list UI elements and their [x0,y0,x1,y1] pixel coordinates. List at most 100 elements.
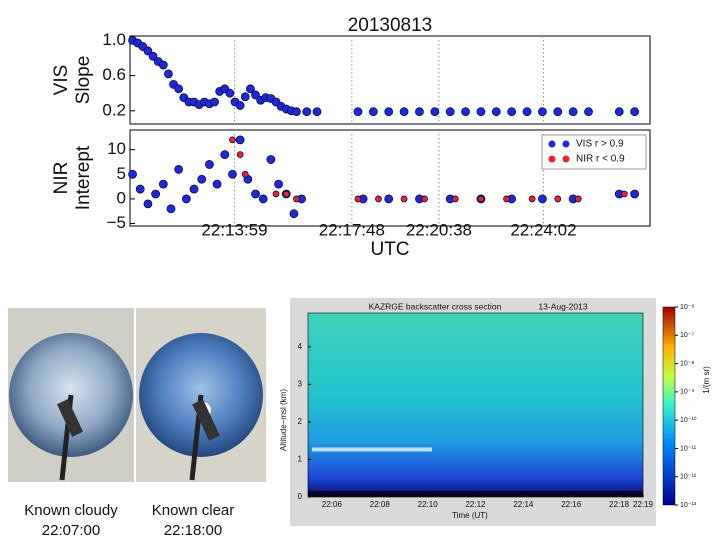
point [289,209,299,219]
point [228,169,237,179]
point [212,179,222,189]
x-tick-label: 22:19 [633,500,654,509]
point [353,107,363,117]
colorbar-tick-label: 10⁻¹¹ [680,445,697,452]
point [274,179,283,189]
point [205,160,214,169]
x-tick-label: 22:17:48 [319,220,385,239]
y-tick-label: 10 [107,139,126,158]
point [235,101,245,110]
y-tick-label: 0 [298,492,303,501]
x-tick-label: 22:12 [465,500,486,509]
x-tick-label: 22:16 [561,500,582,509]
point [630,107,640,117]
x-tick-label: 22:06 [322,500,343,509]
x-tick-label: 22:18 [609,500,630,509]
y-axis-label: NIR [51,162,72,195]
point [266,155,276,164]
photo-time: 22:18:00 [164,522,222,539]
point [538,194,547,204]
heatmap [308,313,643,497]
point [292,107,301,117]
point [451,195,459,203]
point [235,135,245,145]
x-tick-label: 22:14 [513,500,534,509]
point [399,107,409,117]
point [375,195,382,203]
chart-title: 20130813 [348,15,433,36]
x-tick-label: 22:10 [418,500,439,509]
point [384,194,394,204]
colorbar-tick-label: 10⁻¹² [680,474,697,481]
point [400,195,408,203]
legend-label: VIS r > 0.9 [576,139,624,150]
legend-swatch [562,155,570,163]
point [538,107,547,117]
colorbar-tick-label: 10⁻⁸ [680,360,694,367]
point [614,107,624,117]
point [245,84,255,94]
point [128,169,137,179]
point [368,107,378,117]
point [143,46,153,56]
y-tick-label: 3 [298,379,303,388]
point [210,97,219,107]
legend-label: NIR r < 0.9 [576,154,625,165]
point [554,195,562,203]
legend-swatch [562,140,570,148]
chart-date: 13-Aug-2013 [538,301,587,311]
point [225,88,235,98]
point [528,195,536,203]
photo-clear [136,308,266,482]
point [430,107,440,117]
point [166,204,176,214]
colorbar-tick-label: 10⁻¹³ [680,502,697,509]
colorbar-label: 1/(m sr) [702,366,711,394]
point [354,195,362,203]
point [181,194,191,204]
point [174,164,184,174]
y-tick-label: 2 [298,417,303,426]
photo-caption: Known cloudy [24,502,118,519]
point [476,107,486,117]
x-tick-label: 22:13:59 [201,220,267,239]
x-tick-label: 22:24:02 [510,220,576,239]
point [620,190,628,198]
point [229,136,236,144]
y-tick-label: 5 [117,164,126,183]
x-tick-label: 22:20:38 [406,220,472,239]
legend-swatch [548,155,556,163]
x-tick-label: 22:08 [370,500,391,509]
y-axis-label: Interept [73,145,94,210]
plot-frame [129,129,651,227]
point [477,195,485,203]
point [135,184,145,194]
y-axis-label: Slope [73,56,94,105]
point [240,92,250,102]
point [522,107,532,117]
y-axis-label: VIS [51,65,72,96]
x-axis-label: UTC [370,239,409,260]
colorbar-tick-label: 10⁻⁶ [680,304,694,311]
y-tick-label: 0 [117,188,126,207]
point [189,184,199,194]
point [164,69,173,79]
y-tick-label: 1.0 [102,30,126,49]
point [312,107,322,117]
point [220,150,230,160]
point [197,174,207,184]
point [302,107,312,117]
point [445,107,455,117]
point [151,189,161,199]
photo-time: 22:07:00 [42,522,100,539]
point [241,170,249,178]
y-axis-label: Altitude−msl (km) [279,389,288,451]
point [384,107,394,117]
photo-cloudy [8,308,134,482]
point [574,195,582,203]
y-tick-label: 4 [298,342,303,351]
point [415,107,424,117]
cloud-layer [312,447,432,452]
legend-box [541,134,647,170]
